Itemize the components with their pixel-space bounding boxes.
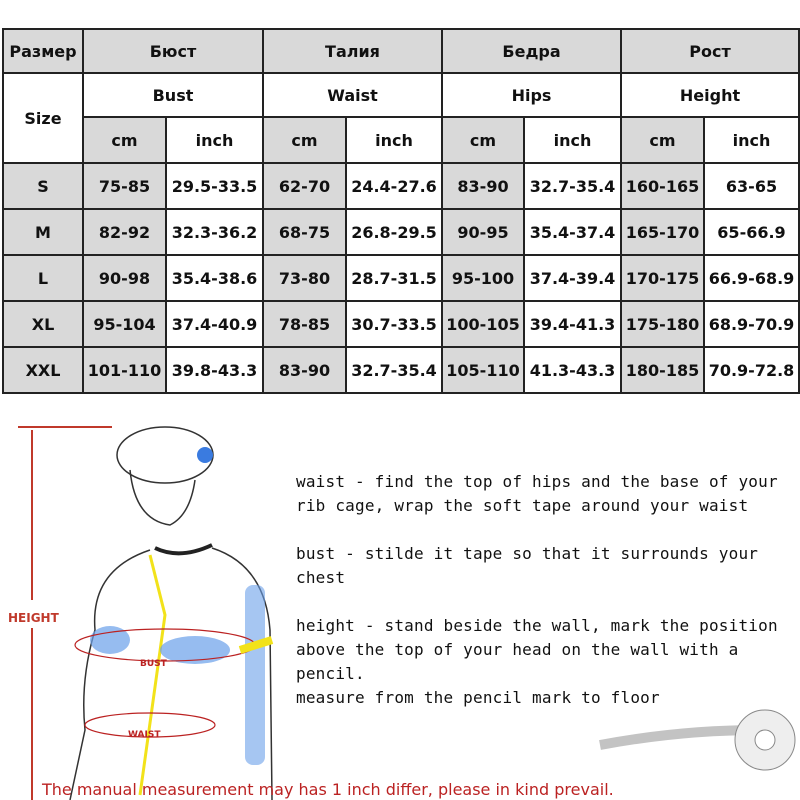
header-hips-ru: Бедра <box>441 28 622 74</box>
footer-disclaimer: The manual measurement may has 1 inch di… <box>42 780 614 799</box>
size-chart-table: Размер Бюст Талия Бедра Рост Size Bust W… <box>2 28 800 394</box>
header-height-ru: Рост <box>620 28 800 74</box>
size-cell: M <box>2 208 84 256</box>
value-cell: 75-85 <box>82 162 167 210</box>
value-cell: 62-70 <box>262 162 347 210</box>
value-cell: 165-170 <box>620 208 705 256</box>
value-cell: 95-100 <box>441 254 525 302</box>
value-cell: 78-85 <box>262 300 347 348</box>
value-cell: 39.8-43.3 <box>165 346 264 394</box>
value-cell: 101-110 <box>82 346 167 394</box>
header-bust-ru: Бюст <box>82 28 264 74</box>
value-cell: 90-98 <box>82 254 167 302</box>
waist-instruction-2: rib cage, wrap the soft tape around your… <box>296 496 749 515</box>
value-cell: 95-104 <box>82 300 167 348</box>
value-cell: 63-65 <box>703 162 800 210</box>
value-cell: 68-75 <box>262 208 347 256</box>
value-cell: 35.4-38.6 <box>165 254 264 302</box>
header-size-ru: Размер <box>2 28 84 74</box>
value-cell: 66.9-68.9 <box>703 254 800 302</box>
unit-inch: inch <box>703 116 800 164</box>
value-cell: 26.8-29.5 <box>345 208 443 256</box>
value-cell: 82-92 <box>82 208 167 256</box>
value-cell: 83-90 <box>262 346 347 394</box>
unit-cm: cm <box>262 116 347 164</box>
header-bust-en: Bust <box>82 72 264 118</box>
size-cell: XXL <box>2 346 84 394</box>
value-cell: 73-80 <box>262 254 347 302</box>
value-cell: 160-165 <box>620 162 705 210</box>
unit-cm: cm <box>82 116 167 164</box>
value-cell: 28.7-31.5 <box>345 254 443 302</box>
header-row-ru: Размер Бюст Талия Бедра Рост <box>2 28 800 74</box>
unit-cm: cm <box>620 116 705 164</box>
value-cell: 175-180 <box>620 300 705 348</box>
measurement-illustration: BUST WAIST <box>18 426 796 800</box>
header-waist-en: Waist <box>262 72 443 118</box>
header-row-en: Size Bust Waist Hips Height <box>2 72 800 164</box>
value-cell: 24.4-27.6 <box>345 162 443 210</box>
value-cell: 41.3-43.3 <box>523 346 622 394</box>
value-cell: 32.7-35.4 <box>345 346 443 394</box>
waist-instruction-1: waist - find the top of hips and the bas… <box>296 472 778 491</box>
bust-instruction: bust - stilde it tape so that it surroun… <box>296 544 759 587</box>
value-cell: 65-66.9 <box>703 208 800 256</box>
value-cell: 180-185 <box>620 346 705 394</box>
measurement-instructions: waist - find the top of hips and the bas… <box>296 470 800 734</box>
bust-label: BUST <box>140 659 168 669</box>
value-cell: 32.7-35.4 <box>523 162 622 210</box>
size-cell: S <box>2 162 84 210</box>
height-instruction-1: height - stand beside the wall, mark the… <box>296 616 778 635</box>
value-cell: 105-110 <box>441 346 525 394</box>
waist-label: WAIST <box>128 730 161 740</box>
header-height-en: Height <box>620 72 800 118</box>
height-instruction-3: measure from the pencil mark to floor <box>296 688 660 707</box>
table-row: XXL 101-110 39.8-43.3 83-90 32.7-35.4 105-110… <box>2 346 800 394</box>
value-cell: 37.4-40.9 <box>165 300 264 348</box>
value-cell: 170-175 <box>620 254 705 302</box>
unit-inch: inch <box>523 116 622 164</box>
table-row: XL 95-104 37.4-40.9 78-85 30.7-33.5 100-105 39… <box>2 300 800 348</box>
header-hips-en: Hips <box>441 72 622 118</box>
unit-cm: cm <box>441 116 525 164</box>
height-label: HEIGHT <box>8 611 59 625</box>
header-size-en: Size <box>2 72 84 164</box>
value-cell: 29.5-33.5 <box>165 162 264 210</box>
height-instruction-2: above the top of your head on the wall w… <box>296 640 739 683</box>
unit-inch: inch <box>165 116 264 164</box>
size-cell: XL <box>2 300 84 348</box>
value-cell: 100-105 <box>441 300 525 348</box>
value-cell: 37.4-39.4 <box>523 254 622 302</box>
value-cell: 35.4-37.4 <box>523 208 622 256</box>
units-row: cm inch cm inch cm inch cm inch <box>3 116 800 164</box>
value-cell: 70.9-72.8 <box>703 346 800 394</box>
table-row: S 75-85 29.5-33.5 62-70 24.4-27.6 83-90 32.7-3… <box>2 162 800 210</box>
size-cell: L <box>2 254 84 302</box>
unit-inch: inch <box>345 116 443 164</box>
table-row: L 90-98 35.4-38.6 73-80 28.7-31.5 95-100 37.4-… <box>2 254 800 302</box>
value-cell: 39.4-41.3 <box>523 300 622 348</box>
header-waist-ru: Талия <box>262 28 443 74</box>
value-cell: 90-95 <box>441 208 525 256</box>
table-row: M 82-92 32.3-36.2 68-75 26.8-29.5 90-95 35.4-3… <box>2 208 800 256</box>
value-cell: 83-90 <box>441 162 525 210</box>
value-cell: 68.9-70.9 <box>703 300 800 348</box>
value-cell: 32.3-36.2 <box>165 208 264 256</box>
value-cell: 30.7-33.5 <box>345 300 443 348</box>
